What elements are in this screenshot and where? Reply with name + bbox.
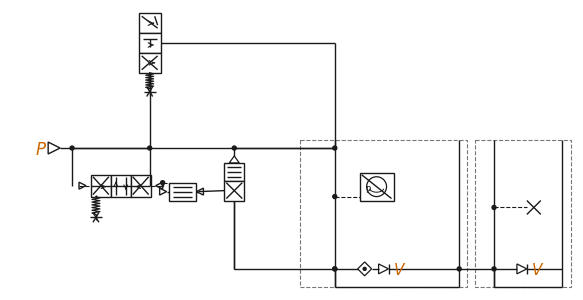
Circle shape: [232, 146, 236, 150]
Polygon shape: [48, 142, 60, 154]
Text: V: V: [394, 263, 404, 278]
Bar: [139, 53, 161, 73]
Circle shape: [147, 146, 152, 150]
Bar: [131, 175, 150, 196]
Circle shape: [457, 267, 461, 271]
Circle shape: [363, 267, 366, 270]
Polygon shape: [160, 188, 167, 195]
Bar: [91, 175, 111, 196]
Bar: [224, 163, 244, 181]
Bar: [139, 13, 161, 33]
Bar: [300, 140, 467, 287]
Bar: [111, 175, 131, 196]
Polygon shape: [517, 264, 527, 274]
Bar: [168, 183, 196, 200]
Polygon shape: [378, 264, 388, 274]
Polygon shape: [156, 182, 163, 189]
Circle shape: [333, 267, 337, 271]
Bar: [139, 33, 161, 53]
Polygon shape: [229, 156, 239, 163]
Circle shape: [492, 206, 496, 209]
Circle shape: [333, 195, 337, 199]
Circle shape: [492, 267, 496, 271]
Polygon shape: [79, 182, 86, 189]
Circle shape: [333, 267, 337, 271]
Circle shape: [161, 181, 164, 185]
Bar: [224, 181, 244, 200]
Polygon shape: [358, 262, 371, 276]
Circle shape: [367, 177, 387, 196]
Text: V: V: [532, 263, 542, 278]
Circle shape: [70, 146, 74, 150]
Bar: [475, 140, 571, 287]
Text: P: P: [35, 141, 45, 159]
Circle shape: [333, 146, 337, 150]
Polygon shape: [196, 188, 203, 195]
Text: P: P: [365, 186, 370, 195]
Bar: [360, 173, 394, 200]
